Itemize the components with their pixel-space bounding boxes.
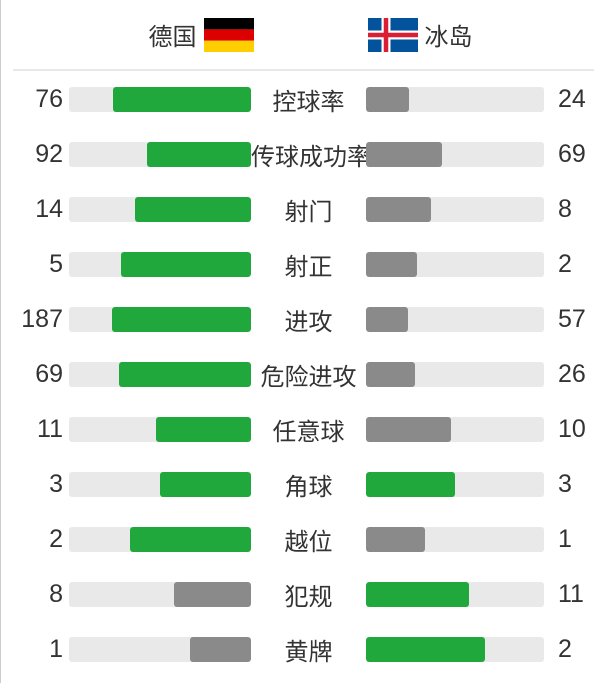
home-bar-track [69,197,251,222]
home-bar [135,197,251,222]
home-value: 14 [35,195,63,223]
stat-row: 5 射正 2 [1,237,600,292]
away-value: 69 [558,140,586,168]
home-bar-track [69,362,251,387]
home-value: 2 [49,525,63,553]
home-bar-track [69,142,251,167]
home-value: 76 [35,85,63,113]
stat-row: 76 控球率 24 [1,72,600,127]
home-value: 5 [49,250,63,278]
away-value: 2 [558,635,572,663]
home-bar [174,582,251,607]
home-bar [129,527,251,552]
stat-row: 11 任意球 10 [1,402,600,457]
home-value: 187 [21,305,63,333]
home-bar-track [69,307,251,332]
home-bar [147,142,251,167]
stat-row: 3 角球 3 [1,457,600,512]
away-bar-track [366,417,544,442]
stats-header: 德国 冰岛 [1,0,600,69]
stat-label: 射正 [284,254,333,281]
home-bar [190,637,251,662]
iceland-flag-icon [367,17,418,52]
away-bar [366,87,409,112]
stats-rows: 76 控球率 24 92 传球成功率 69 14 射门 8 5 射正 2 187 进攻 57 69 危险进攻 26… [1,71,600,677]
away-bar [366,472,455,497]
home-value: 1 [49,635,63,663]
home-bar-track [69,417,251,442]
home-value: 8 [49,580,63,608]
away-bar-track [366,527,544,552]
away-bar-track [366,87,544,112]
stat-row: 187 进攻 57 [1,292,600,347]
stat-row: 92 传球成功率 69 [1,127,600,182]
away-bar-track [366,252,544,277]
away-value: 10 [558,415,586,443]
away-value: 24 [558,85,586,113]
away-bar [366,527,426,552]
away-bar [366,582,470,607]
away-bar-track [366,362,544,387]
stat-label: 越位 [284,529,333,556]
stat-row: 14 射门 8 [1,182,600,237]
away-bar-track [366,307,544,332]
stat-row: 2 越位 1 [1,512,600,567]
away-team: 冰岛 [367,17,473,52]
home-bar [160,472,251,497]
away-bar [366,362,415,387]
home-bar [118,362,251,387]
home-value: 92 [35,140,63,168]
home-bar [121,252,251,277]
stat-label: 传球成功率 [251,144,371,171]
stat-label: 犯规 [284,584,333,611]
stat-label: 射门 [284,199,333,226]
home-bar-track [69,582,251,607]
away-value: 3 [558,470,572,498]
away-bar [366,417,451,442]
away-value: 8 [558,195,572,223]
away-value: 26 [558,360,586,388]
away-bar [366,142,443,167]
home-team: 德国 [149,17,254,52]
away-bar-track [366,142,544,167]
stat-label: 角球 [284,474,333,501]
stat-label: 黄牌 [284,639,333,666]
away-value: 1 [558,525,572,553]
stat-label: 危险进攻 [260,364,357,391]
home-bar-track [69,252,251,277]
away-bar-track [366,197,544,222]
home-value: 3 [49,470,63,498]
stat-label: 进攻 [284,309,333,336]
away-value: 57 [558,305,586,333]
away-bar [366,637,485,662]
home-bar [112,87,251,112]
home-bar-track [69,527,251,552]
away-bar [366,252,417,277]
home-bar [155,417,251,442]
home-value: 69 [35,360,63,388]
away-bar-track [366,472,544,497]
stat-label: 控球率 [272,89,345,116]
away-team-name: 冰岛 [424,24,473,51]
away-value: 2 [558,250,572,278]
home-team-name: 德国 [148,24,197,51]
home-bar [111,307,251,332]
germany-flag-icon [203,17,254,52]
home-bar-track [69,637,251,662]
stat-row: 8 犯规 11 [1,567,600,622]
home-bar-track [69,87,251,112]
away-bar [366,307,408,332]
stat-row: 69 危险进攻 26 [1,347,600,402]
home-bar-track [69,472,251,497]
header-divider [13,69,594,71]
stat-row: 1 黄牌 2 [1,622,600,677]
home-value: 11 [37,415,63,443]
away-value: 11 [558,580,584,608]
away-bar-track [366,582,544,607]
stat-label: 任意球 [272,419,345,446]
away-bar-track [366,637,544,662]
away-bar [366,197,431,222]
